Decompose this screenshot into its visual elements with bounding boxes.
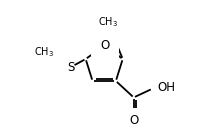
Text: S: S bbox=[67, 61, 74, 74]
Text: O: O bbox=[100, 39, 109, 52]
Text: OH: OH bbox=[158, 81, 176, 94]
Text: O: O bbox=[129, 114, 138, 127]
Text: CH$_3$: CH$_3$ bbox=[98, 15, 118, 29]
Text: CH$_3$: CH$_3$ bbox=[34, 45, 54, 59]
